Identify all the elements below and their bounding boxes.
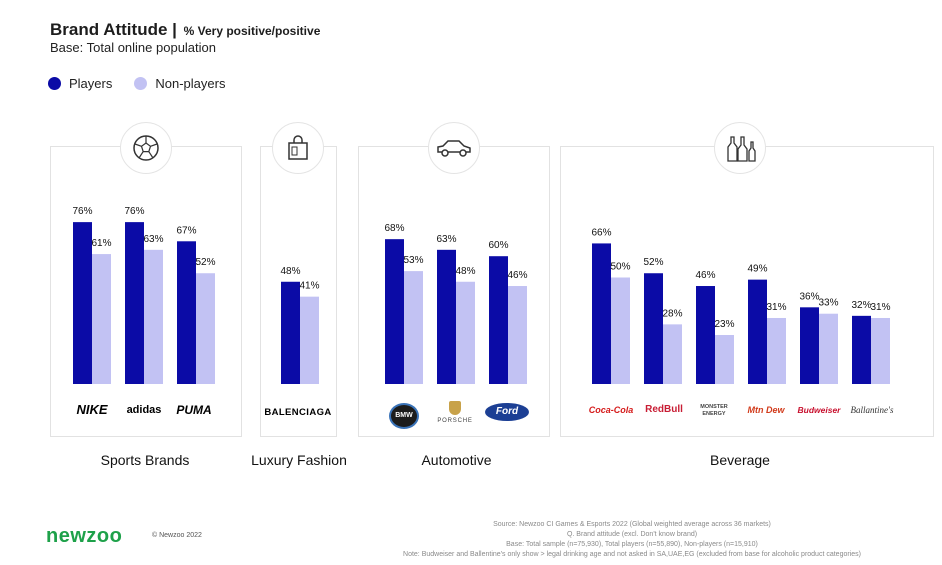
value-label-players-red-bull: 52%	[643, 257, 663, 268]
bar-players-ballantine-s	[852, 315, 871, 384]
value-label-players-nike: 76%	[72, 206, 92, 217]
group-label-beverage: Beverage	[710, 452, 770, 468]
copyright: © Newzoo 2022	[152, 532, 202, 539]
brand-logo-adidas: adidas	[126, 404, 162, 416]
brand-logo-coca-cola: Coca-Cola	[588, 405, 634, 415]
brand-logo-red-bull: RedBull	[645, 404, 683, 415]
bar-players-ford	[489, 256, 508, 384]
legend-item-players: Players	[48, 76, 112, 91]
bar-non-players-budweiser	[819, 313, 838, 384]
value-label-players-coca-cola: 66%	[591, 227, 611, 238]
bar-players-coca-cola	[592, 243, 611, 384]
value-label-non-players-monster-energy: 23%	[714, 319, 734, 330]
value-label-non-players-ballantine-s: 31%	[870, 302, 890, 313]
bar-non-players-ford	[508, 286, 527, 384]
value-label-players-balenciaga: 48%	[280, 266, 300, 277]
bar-players-monster-energy	[696, 286, 715, 384]
value-label-players-budweiser: 36%	[799, 291, 819, 302]
bar-players-budweiser	[800, 307, 819, 384]
value-label-players-bmw: 68%	[384, 223, 404, 234]
value-label-non-players-balenciaga: 41%	[299, 281, 319, 292]
legend: Players Non-players	[48, 76, 247, 91]
brand-logo-nike: NIKE	[76, 402, 108, 417]
brand-logo-monster-energy: MONSTER ENERGY	[700, 404, 728, 417]
bar-players-porsche	[437, 249, 456, 384]
source-line: Note: Budweiser and Ballentine's only sh…	[403, 551, 861, 558]
bar-players-balenciaga	[281, 281, 300, 384]
legend-label-non-players: Non-players	[155, 76, 226, 91]
bar-non-players-coca-cola	[611, 277, 630, 384]
value-label-non-players-budweiser: 33%	[818, 298, 838, 309]
value-label-non-players-red-bull: 28%	[662, 308, 682, 319]
brand-logo-ford: Ford	[485, 403, 529, 421]
value-label-non-players-porsche: 48%	[455, 266, 475, 277]
source-line: Base: Total sample (n=75,930), Total pla…	[506, 541, 758, 548]
value-label-non-players-mountain-dew: 31%	[766, 302, 786, 313]
shopping-bag-icon	[272, 122, 324, 174]
bar-players-bmw	[385, 239, 404, 384]
bar-non-players-bmw	[404, 271, 423, 384]
value-label-non-players-coca-cola: 50%	[610, 262, 630, 273]
bar-players-red-bull	[644, 273, 663, 384]
bar-players-mountain-dew	[748, 279, 767, 384]
value-label-non-players-nike: 61%	[91, 238, 111, 249]
bar-non-players-nike	[92, 254, 111, 384]
chart-title: Brand Attitude | % Very positive/positiv…	[50, 20, 320, 40]
source-line: Source: Newzoo CI Games & Esports 2022 (…	[493, 521, 771, 528]
bar-non-players-red-bull	[663, 324, 682, 384]
newzoo-logo: newzoo	[46, 525, 123, 547]
bar-non-players-puma	[196, 273, 215, 384]
group-label-luxury-fashion: Luxury Fashion	[251, 452, 347, 468]
group-label-sports-brands: Sports Brands	[100, 452, 190, 468]
title-text: Brand Attitude |	[50, 20, 177, 39]
legend-item-non-players: Non-players	[134, 76, 225, 91]
value-label-non-players-adidas: 63%	[143, 234, 163, 245]
value-label-players-mountain-dew: 49%	[747, 264, 767, 275]
brand-logo-puma: PUMA	[176, 403, 212, 417]
value-label-non-players-puma: 52%	[195, 257, 215, 268]
bar-players-nike	[73, 222, 92, 384]
value-label-players-ford: 60%	[488, 240, 508, 251]
bar-non-players-monster-energy	[715, 335, 734, 384]
legend-swatch-non-players	[134, 77, 148, 90]
brand-logo-mountain-dew: Mtn Dew	[747, 405, 785, 415]
value-label-players-puma: 67%	[176, 225, 196, 236]
porsche-crest-icon	[449, 401, 461, 415]
soccer-ball-icon	[120, 122, 172, 174]
bar-non-players-mountain-dew	[767, 317, 786, 384]
value-label-non-players-ford: 46%	[507, 270, 527, 281]
brand-logo-balenciaga: BALENCIAGA	[264, 407, 332, 418]
value-label-players-porsche: 63%	[436, 234, 456, 245]
title-subtitle: % Very positive/positive	[183, 24, 321, 38]
base-note: Base: Total online population	[50, 40, 216, 55]
legend-swatch-players	[48, 77, 61, 90]
source-line: Q. Brand attitude (excl. Don't know bran…	[566, 531, 698, 538]
bar-non-players-porsche	[456, 281, 475, 384]
value-label-players-adidas: 76%	[124, 206, 144, 217]
bottles-icon	[714, 122, 766, 174]
legend-label-players: Players	[69, 76, 113, 91]
value-label-non-players-bmw: 53%	[403, 255, 423, 266]
value-label-players-monster-energy: 46%	[695, 270, 715, 281]
bar-players-puma	[177, 241, 196, 384]
bar-non-players-balenciaga	[300, 296, 319, 384]
brand-logo-budweiser: Budweiser	[797, 405, 841, 415]
brand-logo-ballantines: Ballantine's	[850, 405, 894, 415]
group-label-automotive: Automotive	[421, 452, 492, 468]
car-icon	[428, 122, 480, 174]
bar-non-players-ballantine-s	[871, 317, 890, 384]
bar-non-players-adidas	[144, 249, 163, 384]
brand-logo-porsche: PORSCHE	[437, 418, 473, 424]
value-label-players-ballantine-s: 32%	[851, 300, 871, 311]
bar-players-adidas	[125, 222, 144, 384]
brand-logo-bmw: BMW	[389, 403, 419, 429]
source-notes: Source: Newzoo CI Games & Esports 2022 (…	[332, 520, 932, 560]
